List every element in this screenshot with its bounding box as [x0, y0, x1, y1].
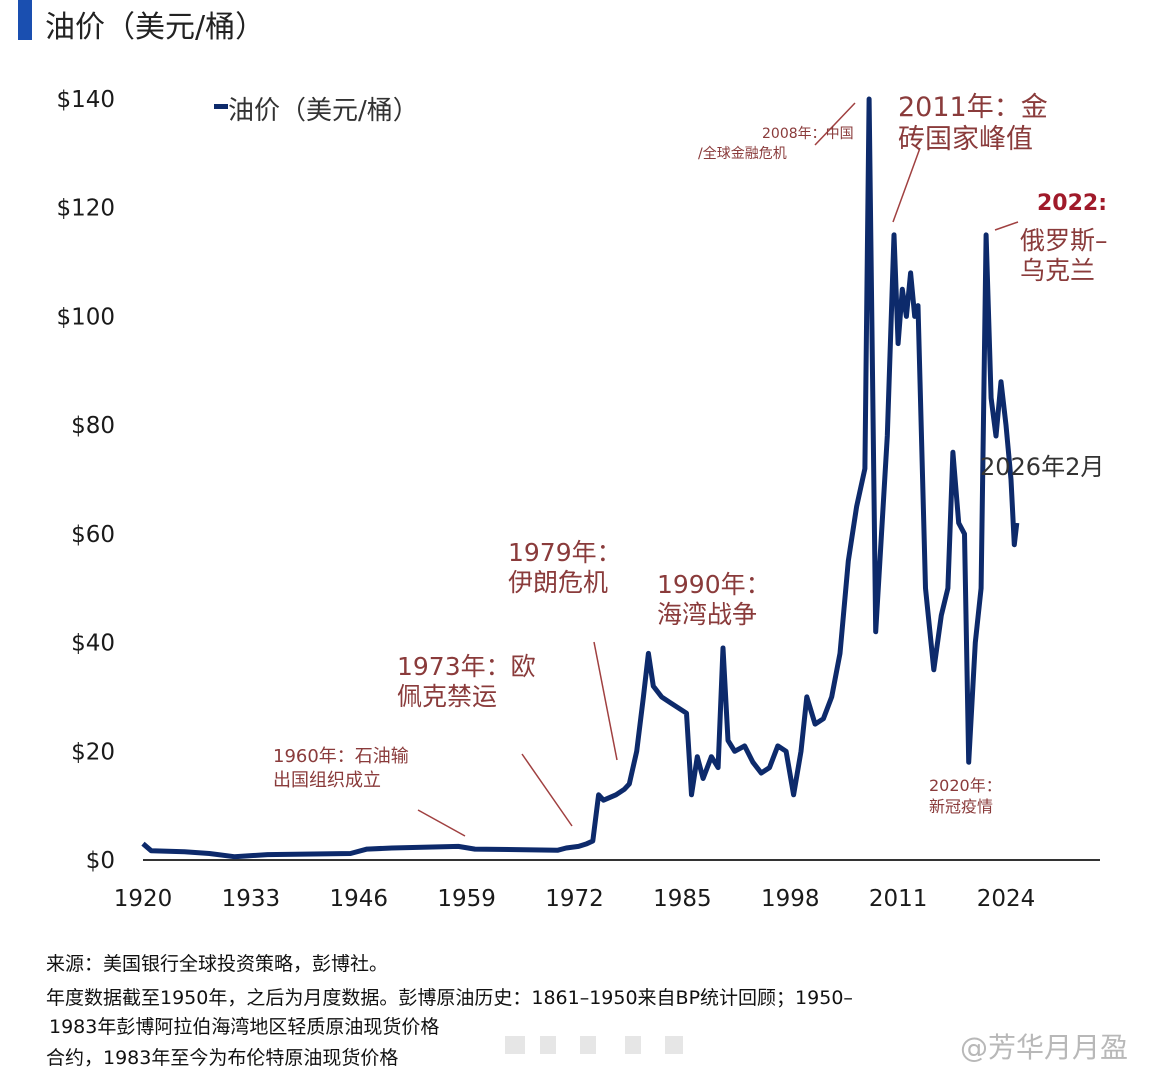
annotation-2011-line2: 砖国家峰值 — [898, 124, 1033, 155]
x-tick-label: 1985 — [653, 886, 712, 912]
blurred-region — [665, 1036, 683, 1054]
y-tick-label: $40 — [71, 631, 115, 657]
annotation-1990-line2: 海湾战争 — [657, 600, 758, 629]
leader-1979 — [593, 641, 618, 761]
annotation-1960: 1960年：石油输 出国组织成立 — [273, 745, 409, 793]
annotation-2022: 俄罗斯– 乌克兰 — [1020, 226, 1108, 286]
x-tick-label: 1920 — [114, 886, 173, 912]
y-tick-label: $20 — [71, 739, 115, 765]
y-tick-label: $80 — [71, 413, 115, 439]
y-tick-label: $140 — [56, 87, 115, 113]
annotation-1973: 1973年：欧 佩克禁运 — [397, 652, 536, 712]
annotation-1979-line2: 伊朗危机 — [508, 568, 609, 597]
leader-2011 — [892, 147, 921, 223]
x-axis-ticks: 1920 1933 1946 1959 1972 1985 1998 2011 2024 — [114, 886, 1036, 912]
annotation-2022-line1: 俄罗斯– — [1020, 226, 1108, 255]
footer-note-2: 1983年彭博阿拉伯海湾地区轻质原油现货价格 — [49, 1016, 440, 1038]
oil-price-chart: $0$20$40$60$80$100$120$140 1920 1933 1946 1… — [56, 87, 1100, 912]
annotation-2020: 2020年： 新冠疫情 — [929, 775, 1002, 817]
annotation-1960-line1: 1960年：石油输 — [273, 746, 409, 767]
annotation-leader-lines — [417, 102, 1019, 837]
annotation-2011: 2011年：金 砖国家峰值 — [898, 92, 1048, 156]
annotation-2022-line2: 乌克兰 — [1020, 256, 1096, 285]
watermark: @芳华月月盈 — [960, 1031, 1129, 1064]
blurred-region — [580, 1036, 596, 1054]
annotation-1973-line1: 1973年：欧 — [397, 652, 536, 681]
y-tick-label: $120 — [56, 196, 115, 222]
y-tick-label: $60 — [71, 522, 115, 548]
title-accent-bar — [18, 0, 32, 40]
blurred-region — [625, 1036, 641, 1054]
annotation-2008: 2008年：中国 /全球金融危机 — [698, 124, 854, 164]
blurred-region — [505, 1036, 525, 1054]
x-tick-label: 1972 — [545, 886, 604, 912]
annotation-1960-line2: 出国组织成立 — [273, 770, 381, 791]
legend-swatch — [214, 104, 228, 109]
annotation-2008-line1: 2008年：中国 — [762, 126, 854, 142]
annotation-1990: 1990年： 海湾战争 — [657, 570, 771, 630]
annotation-2020-line1: 2020年： — [929, 776, 1002, 795]
legend-label: 油价（美元/桶） — [228, 96, 419, 126]
leader-2022 — [994, 221, 1019, 231]
y-tick-label: $0 — [86, 848, 115, 874]
annotation-1979-line1: 1979年： — [508, 538, 622, 567]
annotation-1990-line1: 1990年： — [657, 570, 771, 599]
annotation-2026: 2026年2月 — [980, 453, 1105, 481]
x-tick-label: 1933 — [222, 886, 281, 912]
x-tick-label: 2011 — [869, 886, 928, 912]
annotation-2022-year: 2022: — [1037, 191, 1108, 216]
y-tick-label: $100 — [56, 304, 115, 330]
footer-note-3: 合约，1983年至今为布伦特原油现货价格 — [46, 1047, 399, 1069]
annotation-2011-line1: 2011年：金 — [898, 92, 1048, 123]
x-tick-label: 1946 — [329, 886, 388, 912]
annotation-2020-line2: 新冠疫情 — [929, 797, 994, 816]
blurred-region — [540, 1036, 556, 1054]
x-tick-label: 2024 — [977, 886, 1036, 912]
annotation-2008-line2: /全球金融危机 — [698, 146, 787, 162]
oil-price-line — [141, 96, 1020, 860]
x-tick-label: 1959 — [437, 886, 496, 912]
leader-1973 — [521, 753, 573, 827]
footer-source: 来源：美国银行全球投资策略，彭博社。 — [46, 953, 389, 975]
leader-2008 — [814, 102, 856, 146]
annotation-1979: 1979年： 伊朗危机 — [508, 538, 622, 598]
x-tick-label: 1998 — [761, 886, 820, 912]
leader-1960 — [417, 809, 466, 837]
page-title: 油价（美元/桶） — [45, 10, 266, 45]
footer-note-1: 年度数据截至1950年，之后为月度数据。彭博原油历史：1861–1950来自BP… — [46, 987, 853, 1009]
annotation-1973-line2: 佩克禁运 — [397, 682, 498, 711]
y-axis-ticks: $0 $20 $40 $60 $80 $100 $120 $140 — [56, 87, 115, 874]
